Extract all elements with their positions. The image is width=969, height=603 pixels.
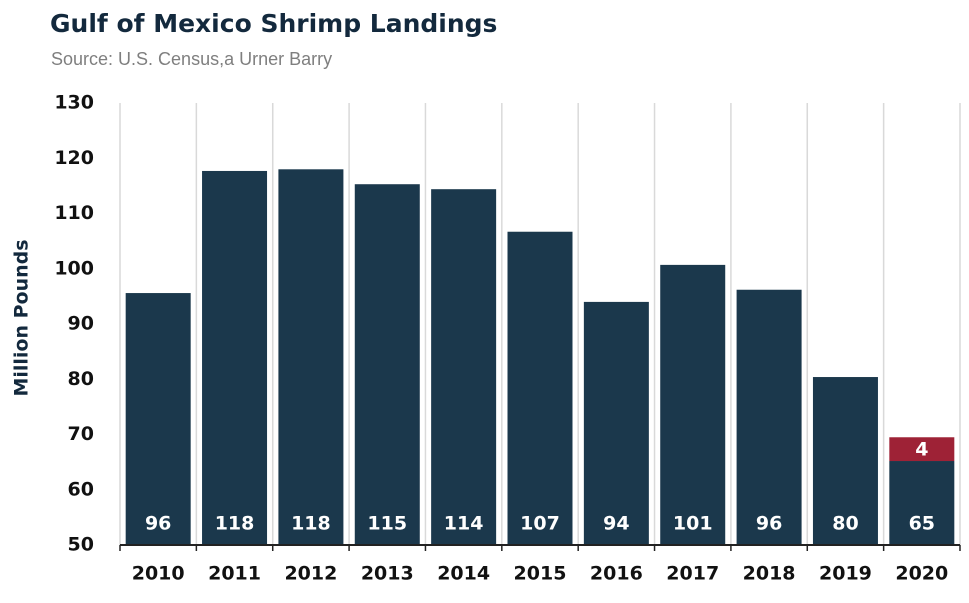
x-tick-label: 2015 <box>514 563 567 585</box>
x-tick-label: 2014 <box>437 563 490 585</box>
bar-segment <box>736 289 802 545</box>
bar-segment <box>202 170 268 545</box>
y-axis-label: Million Pounds <box>11 239 33 396</box>
bar-segment <box>583 301 649 545</box>
bar-segment <box>431 189 497 545</box>
y-tick-label: 70 <box>68 423 94 445</box>
y-tick-label: 110 <box>54 202 94 224</box>
x-tick-label: 2019 <box>819 563 872 585</box>
x-tick-label: 2017 <box>666 563 719 585</box>
value-label: 4 <box>915 439 928 461</box>
bar-segment <box>278 169 344 546</box>
value-label: 80 <box>832 513 858 535</box>
bar-segment <box>889 437 955 462</box>
x-tick-label: 2011 <box>208 563 261 585</box>
y-tick-label: 130 <box>54 92 94 114</box>
bar-segment <box>660 264 726 545</box>
value-label: 107 <box>520 513 560 535</box>
value-label: 96 <box>145 513 171 535</box>
y-tick-label: 100 <box>54 257 94 279</box>
y-tick-label: 50 <box>68 534 94 556</box>
value-label: 118 <box>215 513 255 535</box>
bar-segment <box>354 184 420 545</box>
value-label: 115 <box>367 513 407 535</box>
value-label: 101 <box>673 513 713 535</box>
value-label: 94 <box>603 513 629 535</box>
x-tick-label: 2020 <box>895 563 948 585</box>
chart-subtitle: Source: U.S. Census,a Urner Barry <box>51 49 332 69</box>
x-tick-label: 2013 <box>361 563 414 585</box>
y-tick-label: 90 <box>68 313 94 335</box>
y-tick-label: 60 <box>68 478 94 500</box>
bar-segment <box>507 231 573 546</box>
x-tick-label: 2012 <box>284 563 337 585</box>
x-tick-label: 2016 <box>590 563 643 585</box>
value-label: 96 <box>756 513 782 535</box>
y-tick-label: 80 <box>68 368 94 390</box>
y-tick-label: 120 <box>54 147 94 169</box>
bar-segment <box>889 461 955 545</box>
value-label: 65 <box>909 513 935 535</box>
value-label: 118 <box>291 513 331 535</box>
value-label: 114 <box>444 513 484 535</box>
bar-segment <box>812 377 878 545</box>
x-tick-label: 2010 <box>132 563 185 585</box>
chart-title: Gulf of Mexico Shrimp Landings <box>50 9 497 38</box>
bar-segment <box>125 293 191 545</box>
x-tick-label: 2018 <box>743 563 796 585</box>
